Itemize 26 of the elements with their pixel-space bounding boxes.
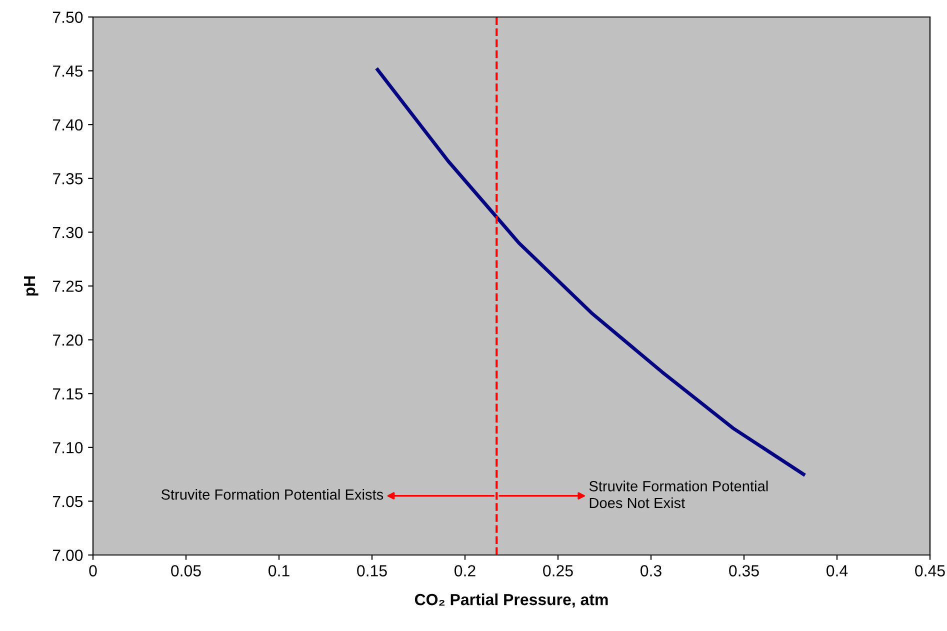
x-tick-label: 0.25 xyxy=(543,565,573,576)
y-tick-label: 7.40 xyxy=(53,119,83,131)
x-tick-label: 0.15 xyxy=(357,565,387,576)
y-tick-label: 7.05 xyxy=(53,496,83,508)
y-tick-label: 7.50 xyxy=(53,12,83,23)
annotation: Struvite Formation Potential Does Not Exist xyxy=(589,480,768,508)
x-axis-title: CO₂ Partial Pressure, atm xyxy=(414,594,608,608)
annotation: Struvite Formation Potential Exists xyxy=(161,489,384,500)
y-tick-label: 7.00 xyxy=(53,550,83,561)
y-axis-title: pH xyxy=(24,276,38,296)
y-tick-label: 7.45 xyxy=(53,66,83,77)
y-tick-label: 7.10 xyxy=(53,442,83,454)
y-tick-label: 7.30 xyxy=(53,226,83,238)
y-tick-label: 7.15 xyxy=(53,388,83,400)
x-tick-label: 0.3 xyxy=(640,565,662,576)
x-tick-label: 0.35 xyxy=(729,565,759,576)
y-tick-label: 7.25 xyxy=(53,280,83,292)
x-tick-label: 0.1 xyxy=(268,565,290,576)
line-series xyxy=(376,68,806,476)
x-tick-label: 0.05 xyxy=(171,565,201,576)
y-tick-label: 7.35 xyxy=(53,173,83,184)
x-tick-label: 0 xyxy=(89,565,97,576)
x-tick-label: 0.4 xyxy=(826,565,848,576)
x-tick-label: 0.45 xyxy=(915,565,945,576)
x-tick-label: 0.2 xyxy=(454,565,476,576)
y-tick-label: 7.20 xyxy=(53,334,83,346)
